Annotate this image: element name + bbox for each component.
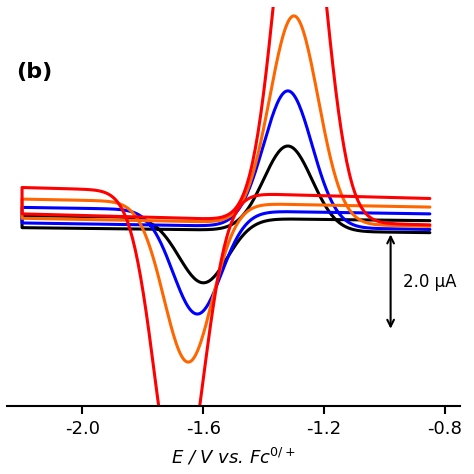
X-axis label: $E$ / V vs. Fc$^{0/+}$: $E$ / V vs. Fc$^{0/+}$ (171, 446, 296, 467)
Text: (b): (b) (16, 62, 52, 82)
Text: 2.0 μA: 2.0 μA (403, 273, 456, 291)
